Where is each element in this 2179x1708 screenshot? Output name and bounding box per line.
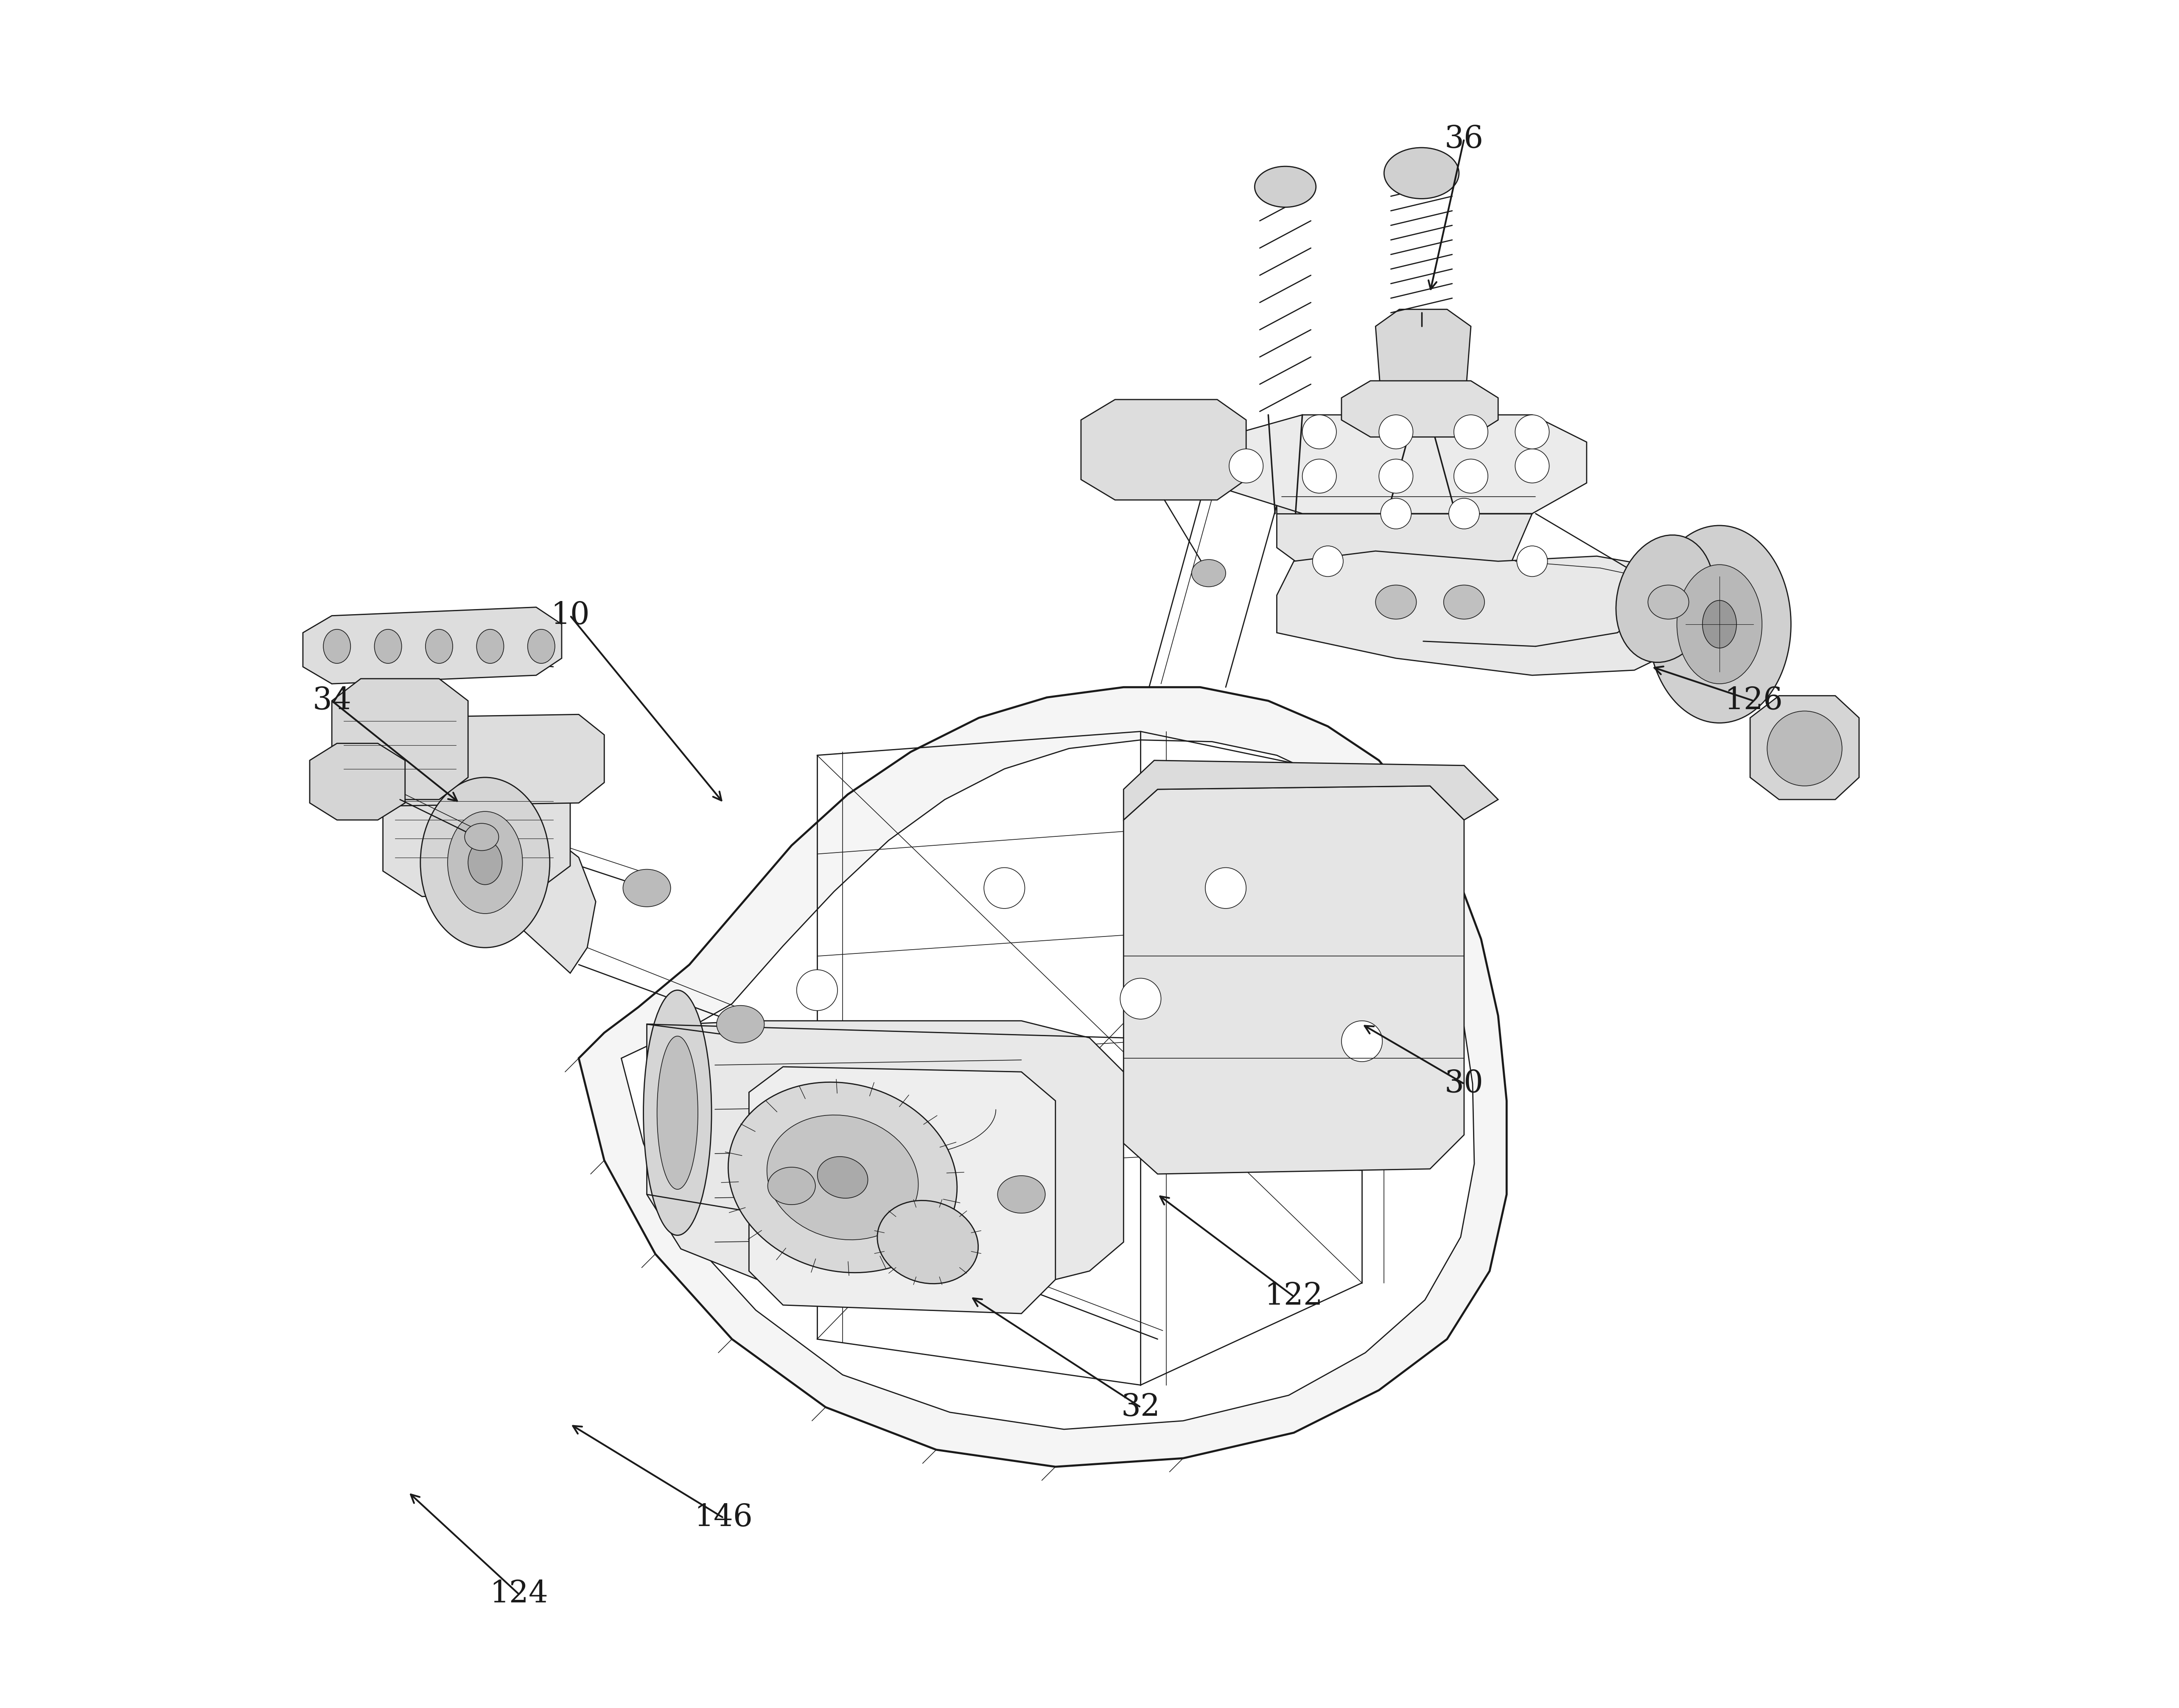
Ellipse shape [477,629,503,663]
Polygon shape [303,608,562,683]
Ellipse shape [1192,560,1227,588]
Polygon shape [1342,381,1499,437]
Ellipse shape [643,991,713,1235]
Ellipse shape [1514,449,1549,483]
Polygon shape [490,828,595,974]
Ellipse shape [1255,166,1316,207]
Ellipse shape [1702,601,1737,647]
Ellipse shape [998,1175,1046,1213]
Ellipse shape [1381,499,1412,529]
Ellipse shape [1517,547,1547,577]
Text: 32: 32 [1120,1392,1159,1423]
Text: 124: 124 [490,1580,549,1609]
Ellipse shape [464,823,499,851]
Text: 36: 36 [1445,125,1484,154]
Ellipse shape [1453,415,1488,449]
Ellipse shape [1617,535,1715,663]
Ellipse shape [1384,147,1460,198]
Ellipse shape [421,777,549,948]
Text: 10: 10 [551,601,591,630]
Text: 34: 34 [312,687,351,716]
Polygon shape [1205,415,1586,514]
Polygon shape [647,1021,1124,1288]
Polygon shape [621,740,1475,1430]
Polygon shape [750,1068,1055,1313]
Ellipse shape [1449,499,1480,529]
Ellipse shape [985,868,1024,909]
Polygon shape [580,687,1506,1467]
Polygon shape [309,743,405,820]
Polygon shape [1375,309,1471,432]
Ellipse shape [375,629,401,663]
Polygon shape [331,678,468,799]
Ellipse shape [527,629,556,663]
Ellipse shape [1205,868,1246,909]
Ellipse shape [767,1167,815,1204]
Text: 122: 122 [1264,1281,1323,1312]
Polygon shape [340,714,604,806]
Polygon shape [1124,786,1464,1173]
Polygon shape [384,760,571,897]
Ellipse shape [1678,565,1763,683]
Ellipse shape [817,1156,867,1199]
Ellipse shape [1767,711,1841,786]
Ellipse shape [623,869,671,907]
Polygon shape [1277,420,1532,603]
Ellipse shape [658,1037,697,1189]
Ellipse shape [1342,1021,1381,1062]
Text: 126: 126 [1724,687,1782,716]
Ellipse shape [1647,586,1689,618]
Polygon shape [1124,760,1499,820]
Text: 146: 146 [695,1503,752,1532]
Ellipse shape [728,1083,957,1272]
Ellipse shape [1375,586,1416,618]
Ellipse shape [1120,979,1161,1020]
Ellipse shape [717,1006,765,1044]
Ellipse shape [798,970,837,1011]
Ellipse shape [1453,459,1488,494]
Polygon shape [1081,400,1246,500]
Ellipse shape [1229,449,1264,483]
Ellipse shape [1647,526,1791,722]
Ellipse shape [1303,459,1336,494]
Polygon shape [1277,552,1700,675]
Polygon shape [1750,695,1859,799]
Ellipse shape [468,840,501,885]
Ellipse shape [425,629,453,663]
Ellipse shape [1514,415,1549,449]
Ellipse shape [447,811,523,914]
Ellipse shape [1445,586,1484,618]
Ellipse shape [322,629,351,663]
Ellipse shape [1303,415,1336,449]
Text: 30: 30 [1445,1069,1484,1098]
Ellipse shape [1312,547,1342,577]
Ellipse shape [878,1201,978,1284]
Ellipse shape [767,1115,917,1240]
Ellipse shape [1379,459,1412,494]
Ellipse shape [1379,415,1412,449]
